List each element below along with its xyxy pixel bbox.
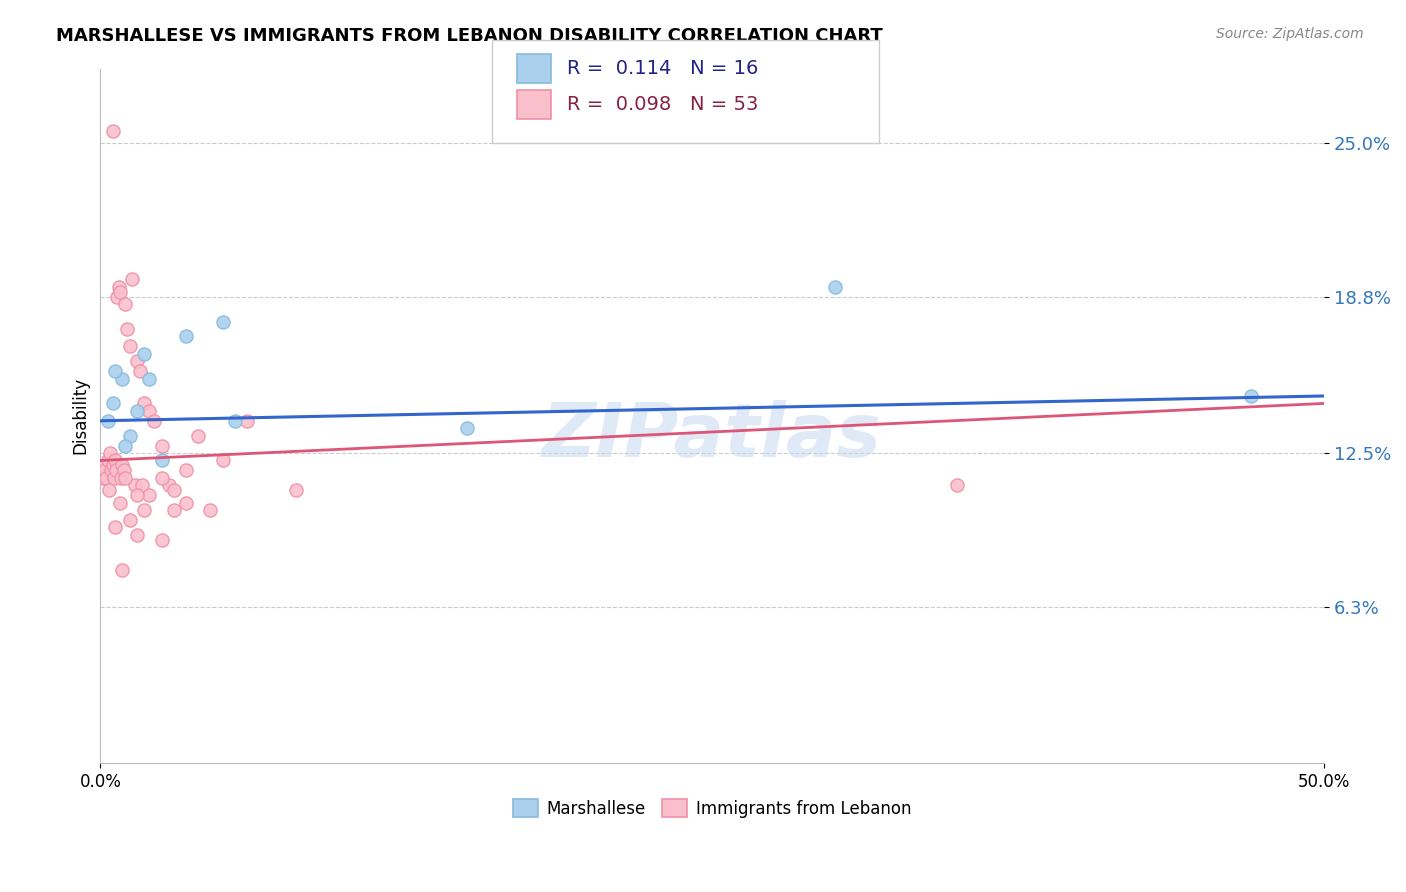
Point — [101, 458, 124, 473]
Point — [285, 483, 308, 498]
Point — [107, 290, 129, 304]
Point — [111, 458, 134, 473]
Point — [174, 496, 197, 510]
Point — [946, 478, 969, 492]
Point — [187, 428, 209, 442]
Point — [157, 478, 180, 492]
Point — [114, 471, 136, 485]
Point — [138, 488, 160, 502]
Point — [114, 439, 136, 453]
Point — [98, 446, 121, 460]
Point — [110, 471, 132, 485]
Point — [174, 463, 197, 477]
Point — [107, 280, 129, 294]
Point — [128, 364, 150, 378]
Point — [163, 483, 186, 498]
Point — [112, 463, 135, 477]
Point — [118, 339, 141, 353]
Point — [211, 453, 233, 467]
Legend: Marshallese, Immigrants from Lebanon: Marshallese, Immigrants from Lebanon — [506, 793, 918, 824]
Text: R =  0.114   N = 16: R = 0.114 N = 16 — [567, 59, 758, 78]
Point — [100, 463, 122, 477]
Point — [104, 364, 127, 378]
Point — [105, 463, 128, 477]
Y-axis label: Disability: Disability — [72, 377, 89, 454]
Point — [150, 439, 173, 453]
Point — [150, 533, 173, 547]
Point — [108, 285, 131, 299]
Point — [97, 414, 120, 428]
Point — [150, 453, 173, 467]
Point — [111, 563, 134, 577]
Point — [150, 471, 173, 485]
Point — [200, 503, 222, 517]
Text: ZIPatlas: ZIPatlas — [543, 401, 882, 473]
Point — [236, 414, 259, 428]
Point — [101, 123, 124, 137]
Point — [111, 371, 134, 385]
Point — [121, 272, 143, 286]
Point — [125, 528, 148, 542]
Point — [114, 297, 136, 311]
Point — [211, 314, 233, 328]
Point — [104, 453, 127, 467]
Point — [101, 396, 124, 410]
Point — [125, 354, 148, 368]
Point — [134, 396, 156, 410]
Point — [824, 280, 846, 294]
Point — [93, 458, 115, 473]
Point — [104, 520, 127, 534]
Point — [94, 463, 117, 477]
Point — [117, 322, 139, 336]
Point — [131, 478, 153, 492]
Text: R =  0.098   N = 53: R = 0.098 N = 53 — [567, 95, 758, 114]
Point — [125, 404, 148, 418]
Point — [96, 471, 118, 485]
Point — [118, 513, 141, 527]
Point — [118, 428, 141, 442]
Point — [97, 453, 120, 467]
Point — [124, 478, 146, 492]
Point — [174, 329, 197, 343]
Point — [143, 414, 166, 428]
Point — [138, 371, 160, 385]
Point — [224, 414, 246, 428]
Point — [134, 347, 156, 361]
Text: Source: ZipAtlas.com: Source: ZipAtlas.com — [1216, 27, 1364, 41]
Text: MARSHALLESE VS IMMIGRANTS FROM LEBANON DISABILITY CORRELATION CHART: MARSHALLESE VS IMMIGRANTS FROM LEBANON D… — [56, 27, 883, 45]
Point — [456, 421, 478, 435]
Point — [134, 503, 156, 517]
Point — [138, 404, 160, 418]
Point — [103, 471, 125, 485]
Point — [125, 488, 148, 502]
Point — [108, 496, 131, 510]
Point — [91, 471, 114, 485]
Point — [163, 503, 186, 517]
Point — [97, 483, 120, 498]
Point — [1239, 389, 1261, 403]
